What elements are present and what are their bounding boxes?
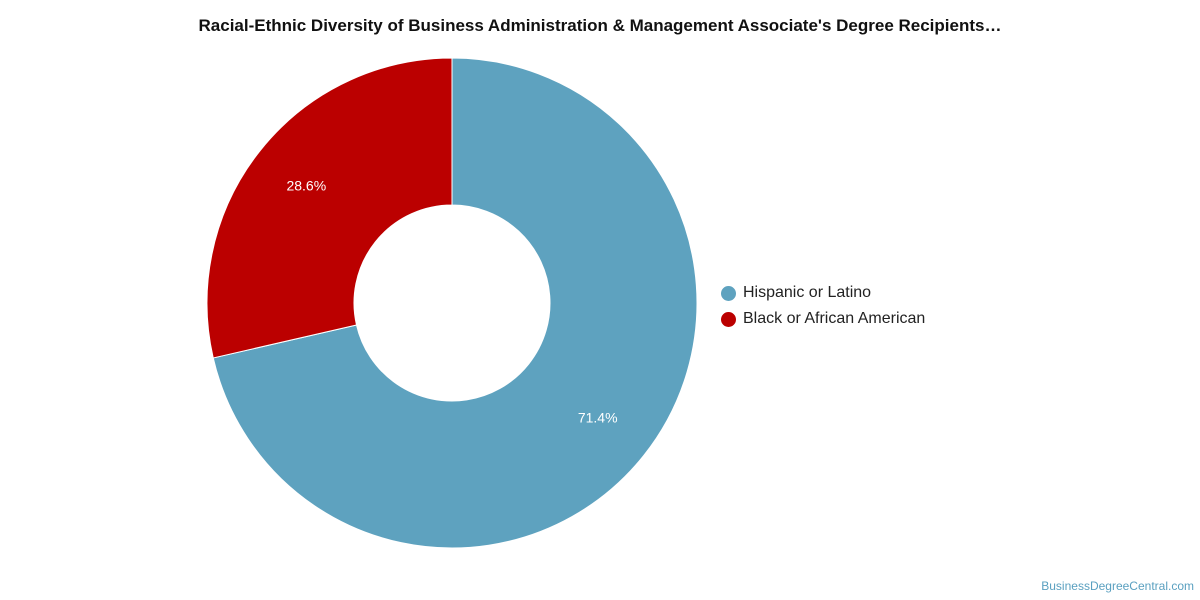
source-credit[interactable]: BusinessDegreeCentral.com: [1041, 579, 1194, 593]
chart-legend: Hispanic or Latino Black or African Amer…: [721, 280, 925, 332]
chart-title: Racial-Ethnic Diversity of Business Admi…: [198, 16, 1002, 35]
legend-swatch: [721, 311, 736, 327]
legend-label: Hispanic or Latino: [743, 284, 872, 301]
slice-value-label: 28.6%: [286, 178, 326, 194]
pie-slice-hispanic-or-latino[interactable]: [212, 57, 698, 549]
legend-item-hispanic-or-latino[interactable]: Hispanic or Latino: [721, 280, 925, 306]
legend-label: Black or African American: [743, 310, 926, 327]
legend-swatch: [721, 285, 736, 301]
slice-value-label: 71.4%: [578, 410, 618, 426]
pie-slice-black-or-african-american[interactable]: [206, 57, 453, 359]
legend-item-black-or-african-american[interactable]: Black or African American: [721, 306, 925, 332]
